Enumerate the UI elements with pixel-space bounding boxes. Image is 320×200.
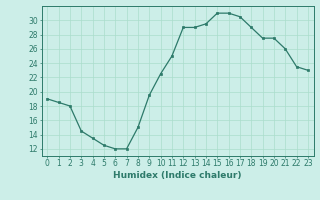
X-axis label: Humidex (Indice chaleur): Humidex (Indice chaleur) (113, 171, 242, 180)
